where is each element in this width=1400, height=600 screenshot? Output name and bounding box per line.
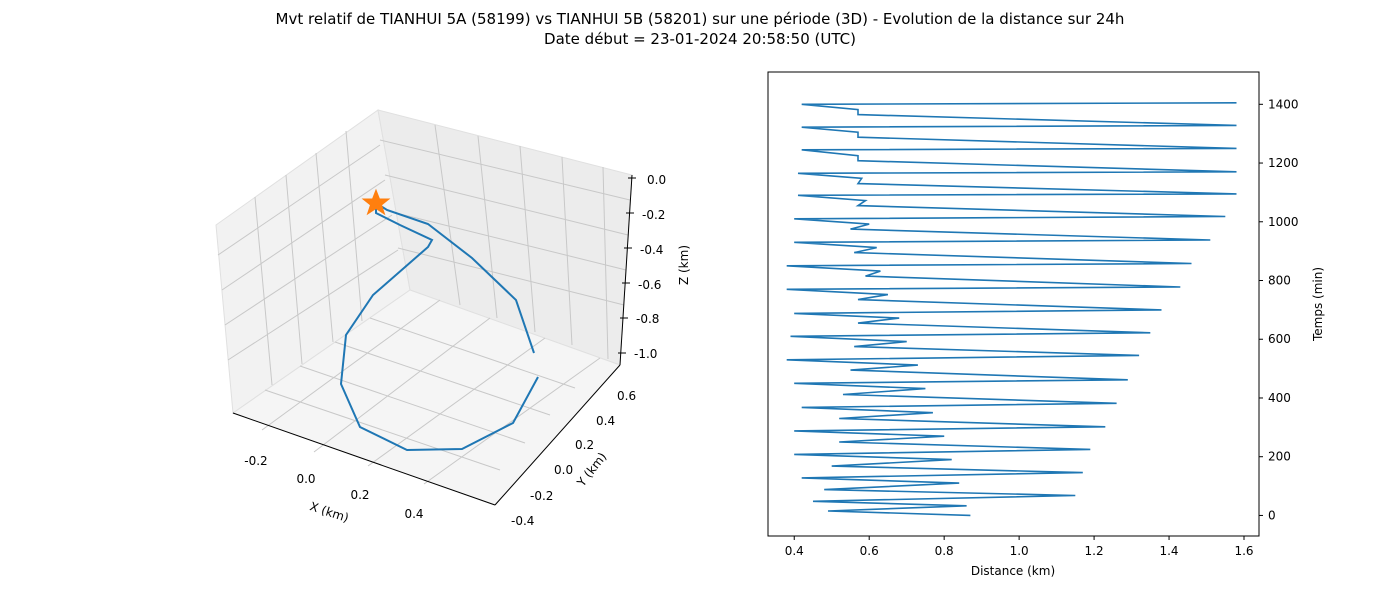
z-tick-label: -0.6 (638, 278, 661, 292)
x-tick-label: 1.2 (1085, 544, 1104, 558)
z-tick-label: -1.0 (634, 347, 657, 361)
start-star-marker (361, 188, 391, 216)
grid-3d (217, 124, 631, 485)
y-tick-label: 0.2 (575, 438, 594, 452)
y-tick-label: 600 (1268, 332, 1291, 346)
x-ticks-3d: -0.2 0.0 0.2 0.4 (244, 454, 423, 521)
z-ticks-3d: 0.0 -0.2 -0.4 -0.6 -0.8 -1.0 (634, 173, 666, 361)
x-tick-label: 1.6 (1234, 544, 1253, 558)
y-tick-label: -0.2 (530, 489, 553, 503)
y-tick-label: 800 (1268, 274, 1291, 288)
plot-distance-frame (767, 71, 1260, 537)
distance-x-axis-label: Distance (km) (971, 564, 1055, 578)
z-tick-label: -0.4 (640, 243, 663, 257)
y-tick-label: -0.4 (511, 514, 534, 528)
z-tick-label: -0.2 (642, 208, 665, 222)
x-tick-label: 0.2 (350, 488, 369, 502)
x-tick-label: 0.0 (296, 472, 315, 486)
distance-series-line (786, 102, 1237, 517)
chart-title-line1: Mvt relatif de TIANHUI 5A (58199) vs TIA… (275, 10, 1125, 28)
y-tick-label: 1400 (1268, 97, 1299, 111)
z-axis-label-3d: Z (km) (677, 245, 691, 285)
chart-title-line2: Date début = 23-01-2024 20:58:50 (UTC) (544, 30, 856, 48)
x-tick-label: 1.4 (1159, 544, 1178, 558)
distance-x-ticks: 0.4 0.6 0.8 1.0 1.2 1.4 1.6 (785, 536, 1254, 558)
x-tick-label: 1.0 (1010, 544, 1029, 558)
distance-y-ticks: 0 200 400 600 800 1000 1200 1400 (1259, 97, 1299, 522)
x-tick-label: 0.8 (935, 544, 954, 558)
y-tick-label: 0.0 (554, 463, 573, 477)
y-tick-label: 1200 (1268, 156, 1299, 170)
z-tick-label: -0.8 (636, 312, 659, 326)
y-tick-label: 0.6 (617, 389, 636, 403)
x-tick-label: 0.4 (785, 544, 804, 558)
trajectory-3d-line-return (375, 202, 535, 354)
z-tick-label: 0.0 (647, 173, 666, 187)
trajectory-3d-line (339, 203, 539, 452)
y-tick-label: 200 (1268, 450, 1291, 464)
y-ticks-3d: -0.4 -0.2 0.0 0.2 0.4 0.6 (511, 389, 636, 528)
x-tick-label: 0.4 (404, 507, 423, 521)
y-tick-label: 0.4 (596, 414, 615, 428)
y-tick-label: 0 (1268, 508, 1276, 522)
y-tick-label: 400 (1268, 391, 1291, 405)
z-tick-marks (618, 177, 636, 354)
axes-3d (232, 174, 633, 506)
distance-y-axis-label: Temps (min) (1311, 267, 1325, 342)
x-tick-label: 0.6 (860, 544, 879, 558)
x-tick-label: -0.2 (244, 454, 267, 468)
y-tick-label: 1000 (1268, 215, 1299, 229)
